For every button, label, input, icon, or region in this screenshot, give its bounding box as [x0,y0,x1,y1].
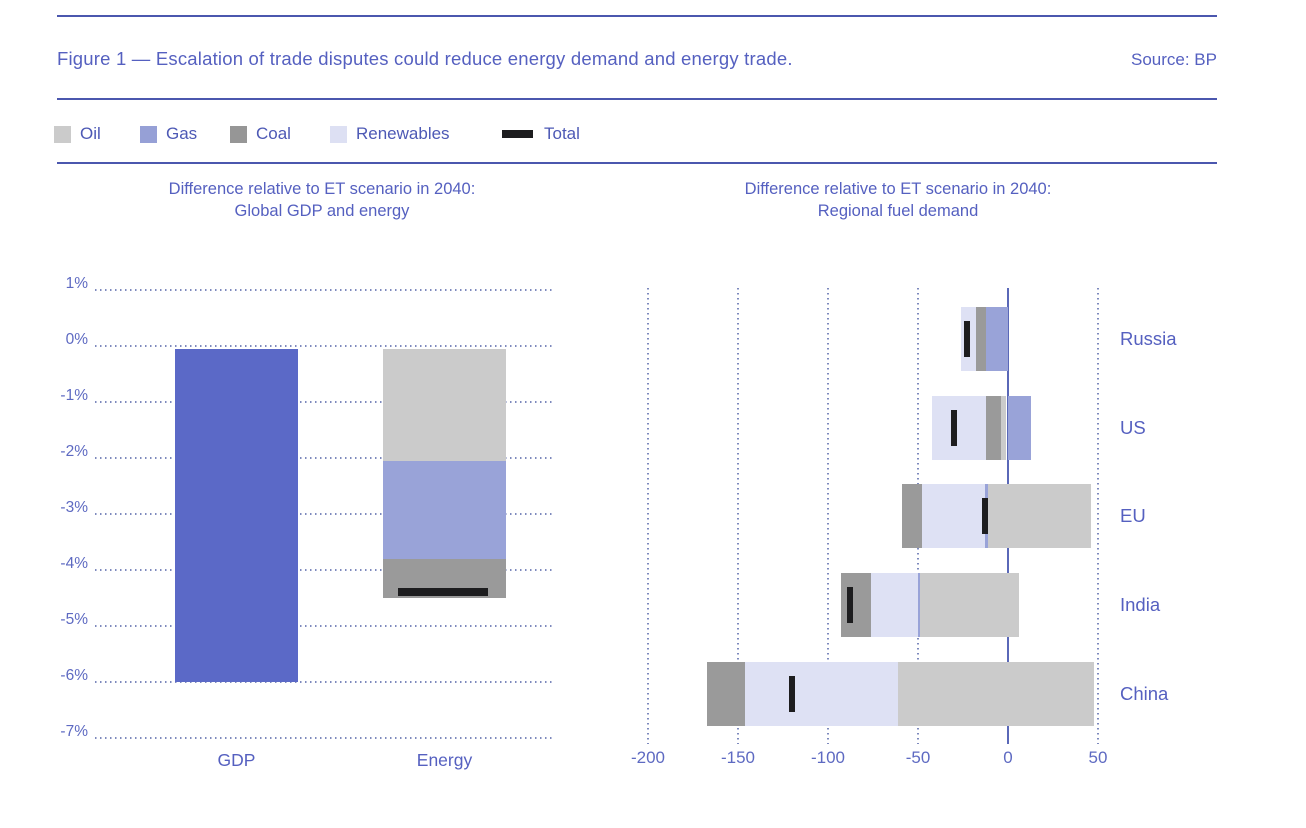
legend-label: Renewables [356,124,450,143]
legend-label: Total [544,124,580,143]
bar-segment-coal [986,396,1001,460]
coal-swatch-icon [230,125,247,143]
left-chart-title-line1: Difference relative to ET scenario in 20… [168,180,476,198]
right-chart-title-line1: Difference relative to ET scenario in 20… [744,180,1052,198]
bar-segment-coal [975,307,987,371]
left-gridline [95,289,552,291]
x-axis-tick-label: -200 [630,748,666,767]
legend-item-oil: Oil [54,124,101,144]
left-chart-title-line2: Global GDP and energy [234,202,410,220]
left-gridline [95,625,552,627]
bar-segment-oil [383,348,506,461]
x-category-label: GDP [217,750,256,770]
legend-item-gas: Gas [140,124,197,144]
bar-segment-renewables [932,396,987,460]
legend-label: Coal [256,124,291,143]
x-axis-tick-label: -100 [810,748,846,767]
left-gridline [95,737,552,739]
total-marker [846,587,853,623]
bar-segment-oil [919,573,1019,637]
y-axis-tick-label: 1% [65,275,88,292]
y-axis-tick-label: -6% [60,667,88,684]
y-axis-tick-label: -4% [60,555,88,572]
total-marker [789,676,795,712]
y-axis-tick-label: -7% [60,723,88,740]
oil-swatch-icon [54,125,71,143]
bar-segment-gas [383,460,506,559]
y-axis-tick-label: -3% [60,499,88,516]
figure-source: Source: BP [1131,50,1217,69]
bar-segment-oil [898,662,1095,726]
bar-segment-coal [840,573,872,637]
x-axis-tick-label: -50 [905,748,931,767]
left-gridline [95,345,552,347]
legend-divider [57,162,1217,164]
x-axis-tick-label: -150 [720,748,756,767]
right-gridline [737,288,739,744]
legend-label: Oil [80,124,101,143]
total-marker [981,498,988,534]
left-gridline [95,457,552,459]
bar-segment-renewables [871,573,918,637]
total-marker [963,321,970,357]
region-label: Russia [1120,328,1177,349]
right-chart-title: Difference relative to ET scenario in 20… [673,178,1123,222]
legend-item-renewables: Renewables [330,124,450,144]
left-gridline [95,681,552,683]
y-axis-tick-label: -2% [60,443,88,460]
right-gridline [1097,288,1099,744]
right-chart-title-line2: Regional fuel demand [817,202,979,220]
bar-segment-oil [1000,396,1007,460]
right-gridline [647,288,649,744]
header-divider [57,98,1217,100]
legend-item-coal: Coal [230,124,291,144]
bar-segment-renewables [745,662,899,726]
total-dash-icon [502,130,533,138]
left-gridline [95,569,552,571]
bar-segment-coal [901,484,922,548]
bar-segment-oil [988,484,1091,548]
region-label: India [1120,594,1161,615]
legend-label: Gas [166,124,198,143]
bar-segment-renewables [921,484,985,548]
region-label: US [1120,417,1146,438]
bar-segment-gas [1008,396,1032,460]
left-gridline [95,513,552,515]
x-category-label: Energy [416,750,473,770]
bar-segment-gas [986,307,1008,371]
left-chart-title: Difference relative to ET scenario in 20… [97,178,547,222]
y-axis-tick-label: 0% [65,331,88,348]
x-axis-tick-label: 0 [1003,748,1013,767]
top-rule [57,15,1217,17]
figure-title: Figure 1 — Escalation of trade disputes … [57,48,793,69]
bar-segment-coal [707,662,746,726]
y-axis-tick-label: -1% [60,387,88,404]
y-axis-tick-label: -5% [60,611,88,628]
legend-item-total: Total [502,124,580,144]
renewables-swatch-icon [330,125,347,143]
total-marker [951,410,957,446]
region-label: China [1120,683,1169,704]
total-marker [398,588,488,597]
bar-segment-gdp [175,348,298,682]
left-gridline [95,401,552,403]
region-label: EU [1120,505,1146,526]
x-axis-tick-label: 50 [1088,748,1108,767]
bar-segment-gas [918,573,920,637]
gas-swatch-icon [140,125,157,143]
right-gridline [827,288,829,744]
